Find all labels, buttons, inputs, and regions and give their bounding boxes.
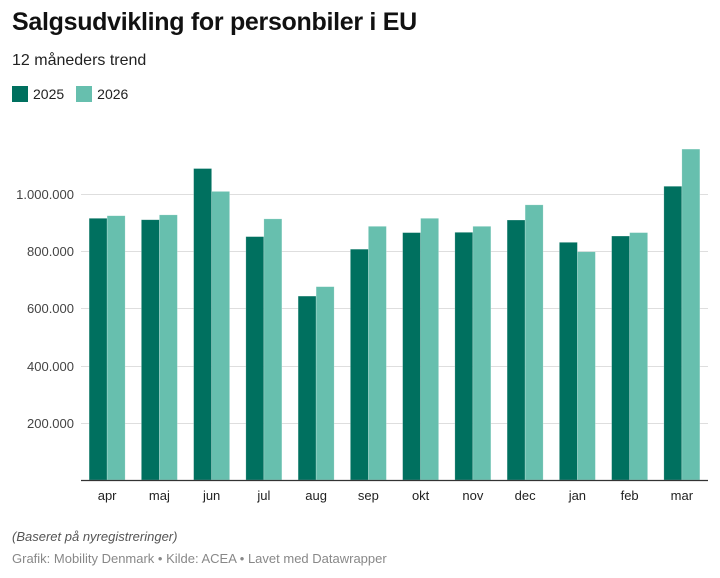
x-tick-label: mar — [671, 488, 694, 503]
y-tick-label: 800.000 — [27, 244, 74, 259]
gridlines — [81, 194, 708, 424]
y-axis-labels: 200.000 400.000 600.000 800.000 1.000.000 — [16, 187, 74, 431]
y-tick-label: 400.000 — [27, 359, 74, 374]
x-tick-label: jan — [568, 488, 586, 503]
x-tick-label: okt — [412, 488, 430, 503]
x-tick-label: sep — [358, 488, 379, 503]
chart-byline: Grafik: Mobility Denmark • Kilde: ACEA •… — [12, 551, 387, 566]
bar-okt-2026 — [420, 218, 439, 481]
chart-title: Salgsudvikling for personbiler i EU — [12, 8, 417, 36]
bar-nov-2025 — [454, 232, 474, 481]
legend-item-2025: 2025 — [12, 86, 64, 102]
bar-jan-2025 — [559, 242, 578, 481]
x-tick-label: jul — [256, 488, 270, 503]
bar-nov-2026 — [472, 226, 492, 481]
legend-item-2026: 2026 — [76, 86, 128, 102]
bar-maj-2025 — [141, 219, 160, 481]
bar-apr-2026 — [106, 215, 126, 481]
bar-jul-2025 — [245, 236, 265, 481]
x-tick-label: apr — [98, 488, 117, 503]
bars — [88, 148, 701, 481]
legend-label-2026: 2026 — [97, 86, 129, 102]
bar-mar-2025 — [663, 185, 683, 481]
chart-subtitle: 12 måneders trend — [12, 52, 147, 69]
legend-swatch-2025 — [12, 86, 28, 102]
x-tick-label: aug — [305, 488, 327, 503]
bar-aug-2025 — [297, 295, 317, 481]
bar-jun-2025 — [193, 168, 212, 481]
bar-aug-2026 — [315, 286, 335, 481]
bar-dec-2026 — [524, 204, 544, 481]
bar-sep-2025 — [350, 248, 369, 481]
chart-notes: (Baseret på nyregistreringer) — [12, 529, 178, 544]
bar-feb-2026 — [629, 232, 648, 481]
x-tick-label: feb — [621, 488, 639, 503]
bar-mar-2026 — [681, 148, 701, 481]
bar-sep-2026 — [368, 226, 387, 481]
x-axis-labels: apr maj jun jul aug sep okt nov dec jan feb mar — [98, 488, 694, 503]
bar-apr-2025 — [88, 218, 108, 481]
bar-dec-2025 — [506, 219, 526, 481]
y-tick-label: 1.000.000 — [16, 187, 74, 202]
legend-label-2025: 2025 — [33, 86, 65, 102]
y-tick-label: 200.000 — [27, 416, 74, 431]
x-tick-label: dec — [515, 488, 536, 503]
x-tick-label: maj — [149, 488, 170, 503]
bar-jun-2026 — [211, 191, 230, 481]
bar-jan-2026 — [577, 251, 596, 481]
bar-feb-2025 — [611, 235, 630, 481]
legend: 2025 2026 — [12, 86, 140, 102]
bar-jul-2026 — [263, 218, 283, 481]
bar-maj-2026 — [159, 214, 178, 481]
y-tick-label: 600.000 — [27, 301, 74, 316]
legend-swatch-2026 — [76, 86, 93, 102]
bar-okt-2025 — [402, 232, 421, 481]
x-tick-label: jun — [202, 488, 220, 503]
x-tick-label: nov — [462, 488, 483, 503]
